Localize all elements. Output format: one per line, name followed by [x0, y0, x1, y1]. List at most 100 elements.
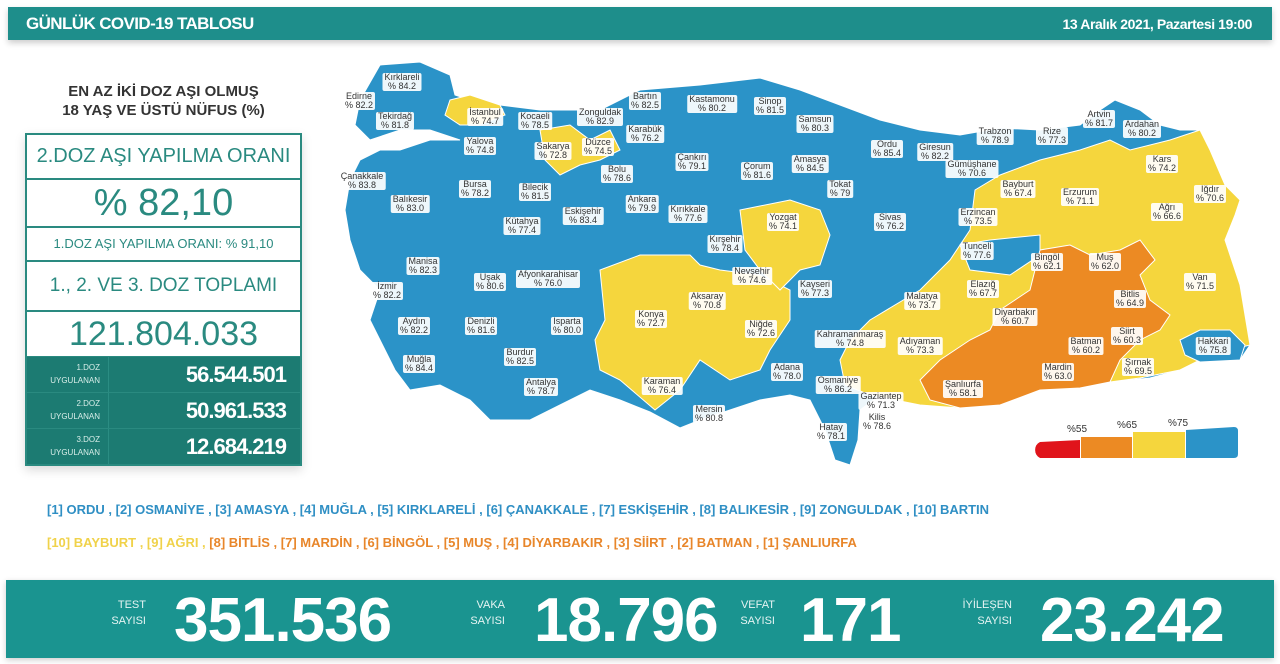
province-name: Hatay — [819, 422, 843, 432]
province-label: Manisa% 82.3 — [406, 256, 440, 275]
province-name: Gaziantep — [860, 391, 902, 401]
death-label-1: VEFAT — [740, 599, 775, 611]
province-rate: % 77.6 — [673, 213, 703, 223]
bottom-ranking: [10] BAYBURT , [9] AĞRI , [8] BİTLİS , [… — [47, 535, 857, 550]
province-label: İstanbul% 74.7 — [467, 108, 503, 126]
province-rate: % 78.7 — [526, 386, 556, 396]
province-rate: % 77.3 — [800, 288, 830, 298]
province-label: Muğla% 84.4 — [402, 354, 436, 373]
province-label: Tekirdağ% 81.8 — [375, 111, 415, 130]
province-name: Kırşehir — [709, 234, 741, 244]
legend-label-55: %55 — [1067, 424, 1088, 435]
province-rate: % 86.2 — [823, 384, 853, 394]
dose1-rate: 1.DOZ AŞI YAPILMA ORANI: % 91,10 — [27, 228, 300, 262]
province-rate: % 78.6 — [602, 173, 632, 183]
province-label: Edirne% 82.2 — [342, 91, 376, 110]
province-label: Nevşehir% 74.6 — [732, 267, 772, 285]
province-label: Kırıkkale% 77.6 — [668, 204, 708, 223]
recovered-count: 23.242 — [1040, 586, 1225, 655]
province-label: Karaman% 76.4 — [641, 377, 683, 395]
province-rate: % 82.2 — [399, 325, 429, 335]
province-rate: % 58.1 — [948, 388, 978, 398]
province-name: Niğde — [749, 319, 773, 329]
province-label: Kırşehir% 78.4 — [707, 234, 743, 253]
province-label: Ağrı% 66.6 — [1150, 203, 1184, 221]
recovered-label: İYİLEŞEN SAYISI — [950, 597, 1012, 629]
province-name: Bingöl — [1034, 252, 1060, 262]
province-name: Tokat — [829, 179, 851, 189]
province-name: Mersin — [695, 404, 723, 414]
legend-yellow — [1133, 432, 1185, 458]
province-name: Adana — [773, 362, 801, 372]
province-label: Konya% 72.7 — [634, 310, 668, 328]
province-label: Ankara% 79.9 — [625, 195, 659, 213]
province-rate: % 78.2 — [460, 188, 490, 198]
page-title: GÜNLÜK COVID-19 TABLOSU — [26, 14, 254, 33]
province-rate: % 79.9 — [627, 203, 657, 213]
province-rate: % 62.1 — [1032, 261, 1062, 271]
province-rate: % 70.6 — [1195, 193, 1225, 203]
province-label: Diyarbakır% 60.7 — [992, 307, 1038, 326]
province-label: Kahramanmaraş% 74.8 — [814, 329, 886, 348]
province-rate: % 60.2 — [1071, 345, 1101, 355]
province-name: Gümüşhane — [947, 159, 997, 169]
title-line-1: EN AZ İKİ DOZ AŞI OLMUŞ — [68, 83, 259, 100]
province-rate: % 63.0 — [1043, 371, 1073, 381]
vaccine-panel: 2.DOZ AŞI YAPILMA ORANI % 82,10 1.DOZ AŞ… — [25, 133, 302, 466]
province-rate: % 79 — [829, 188, 851, 198]
test-count: 351.536 — [174, 586, 392, 655]
province-name: Edirne — [345, 91, 372, 101]
province-label: Adana% 78.0 — [770, 362, 804, 381]
province-label: Mardin% 63.0 — [1041, 363, 1075, 381]
province-name: Isparta — [553, 316, 581, 326]
province-rate: % 74.7 — [470, 116, 500, 126]
province-name: Şırnak — [1124, 357, 1151, 367]
province-rate: % 73.7 — [907, 300, 937, 310]
province-name: Aksaray — [690, 291, 724, 301]
province-rate: % 70.6 — [957, 168, 987, 178]
province-label: Balıkesir% 83.0 — [390, 195, 430, 213]
province-rate: % 79.1 — [677, 161, 707, 171]
province-label: Kayseri% 77.3 — [797, 280, 833, 298]
province-rate: % 81.6 — [466, 325, 496, 335]
province-label: Düzce% 74.5 — [581, 138, 615, 156]
province-name: Trabzon — [978, 126, 1012, 136]
province-name: Kilis — [868, 412, 886, 422]
province-label: Niğde% 72.6 — [744, 319, 778, 338]
province-name: Osmaniye — [817, 375, 859, 385]
province-label: Antalya% 78.7 — [523, 378, 559, 396]
province-label: Sivas% 76.2 — [873, 212, 907, 231]
province-name: Diyarbakır — [994, 307, 1036, 317]
province-name: Kırıkkale — [670, 204, 706, 214]
province-name: Erzincan — [960, 207, 996, 217]
map-legend — [1035, 427, 1238, 458]
top-ranking-text: [1] ORDU , [2] OSMANİYE , [3] AMASYA , [… — [47, 502, 990, 517]
province-name: İzmir — [377, 281, 397, 291]
province-label: Ardahan% 80.2 — [1122, 120, 1162, 138]
province-label: Kırklareli% 84.2 — [382, 73, 422, 91]
province-label: Siirt% 60.3 — [1110, 327, 1144, 345]
province-name: Tekirdağ — [377, 111, 413, 121]
province-name: Kahramanmaraş — [816, 329, 884, 339]
province-name: Sivas — [878, 212, 901, 222]
province-label: Rize% 77.3 — [1035, 127, 1069, 145]
province-label: Bayburt% 67.4 — [1000, 180, 1036, 198]
province-rate: % 84.4 — [404, 363, 434, 373]
province-name: Muğla — [406, 354, 432, 364]
province-name: Sinop — [758, 96, 782, 106]
province-name: Ordu — [876, 139, 897, 149]
province-label: Hatay% 78.1 — [814, 422, 848, 441]
province-label: Trabzon% 78.9 — [976, 126, 1014, 145]
test-label-1: TEST — [117, 599, 146, 611]
province-name: Samsun — [798, 114, 832, 124]
dose-row-3: 3.DOZ UYGULANAN 12.684.219 — [27, 428, 300, 464]
dose-row-value: 56.544.501 — [185, 362, 287, 387]
dose-row-2: 2.DOZ UYGULANAN 50.961.533 — [27, 392, 300, 428]
province-name: Yalova — [466, 136, 494, 146]
province-rate: % 71.1 — [1065, 196, 1095, 206]
province-name: Denizli — [467, 316, 495, 326]
province-name: Manisa — [408, 256, 438, 266]
province-rate: % 82.9 — [585, 116, 615, 126]
province-label: Kocaeli% 78.5 — [518, 112, 552, 130]
province-name: Şanlıurfa — [944, 379, 982, 389]
